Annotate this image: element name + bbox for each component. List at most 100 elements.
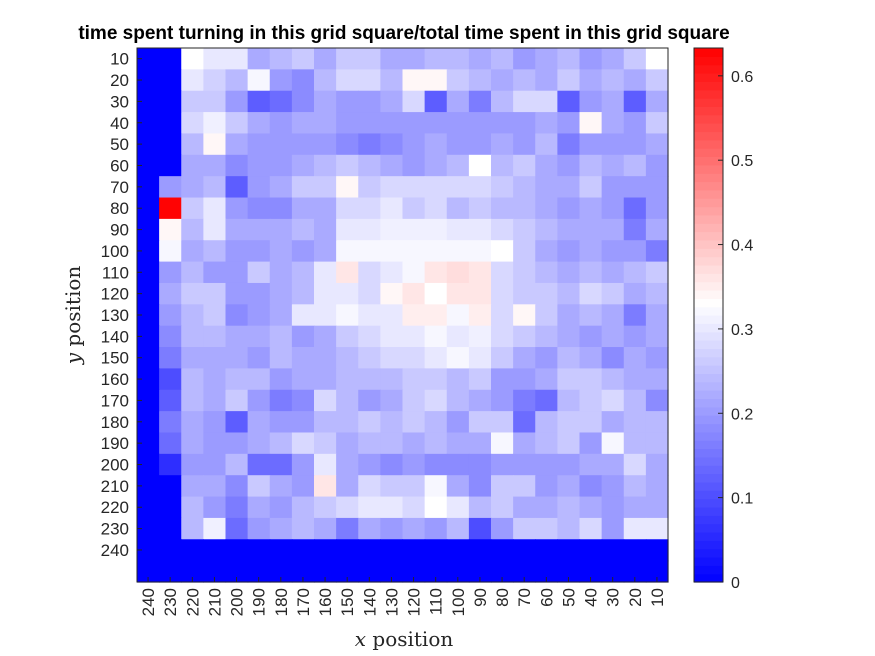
- heatmap-cell: [623, 389, 647, 412]
- heatmap-cell: [291, 475, 315, 498]
- heatmap-cell: [645, 325, 669, 348]
- heatmap-cell: [491, 261, 514, 284]
- heatmap-cell: [336, 325, 359, 348]
- heatmap-cell: [424, 240, 448, 263]
- heatmap-cell: [446, 411, 470, 434]
- y-tick-label: 10: [110, 50, 129, 69]
- heatmap-cell: [601, 539, 625, 562]
- heatmap-cell: [137, 325, 160, 348]
- heatmap-cell: [358, 112, 381, 135]
- heatmap-cell: [137, 133, 160, 156]
- heatmap-cell: [291, 517, 315, 540]
- heatmap-cell: [291, 261, 315, 284]
- heatmap-cell: [446, 176, 470, 199]
- heatmap-cell: [159, 218, 182, 241]
- heatmap-cell: [291, 197, 315, 220]
- heatmap-cell: [314, 69, 337, 92]
- colorbar-swatch: [694, 356, 723, 366]
- heatmap-cell: [557, 176, 581, 199]
- heatmap-cell: [446, 368, 470, 391]
- heatmap-cell: [446, 347, 470, 369]
- heatmap-cell: [358, 197, 381, 220]
- colorbar-swatch: [694, 248, 723, 258]
- heatmap-cell: [535, 432, 558, 455]
- heatmap-cell: [491, 496, 514, 519]
- heatmap-cell: [137, 304, 160, 327]
- heatmap-cell: [491, 282, 514, 305]
- colorbar-swatch: [694, 415, 723, 425]
- colorbar-swatch: [694, 64, 723, 74]
- heatmap-cell: [402, 560, 426, 583]
- heatmap-cell: [269, 368, 293, 391]
- heatmap-cell: [247, 496, 271, 519]
- heatmap-cell: [291, 282, 315, 305]
- x-tick-label: 200: [228, 588, 247, 616]
- heatmap-cell: [291, 112, 315, 135]
- colorbar-swatch: [694, 573, 723, 583]
- heatmap-cell: [159, 539, 182, 562]
- heatmap-cell: [468, 69, 492, 92]
- heatmap-cell: [446, 496, 470, 519]
- heatmap-cell: [181, 112, 204, 135]
- heatmap-cell: [491, 133, 514, 156]
- heatmap-cell: [380, 261, 404, 284]
- heatmap-cell: [137, 282, 160, 305]
- heatmap-cell: [181, 475, 204, 498]
- colorbar-swatch: [694, 448, 723, 458]
- heatmap-cell: [513, 411, 536, 434]
- heatmap-cell: [314, 261, 337, 284]
- heatmap-cell: [513, 432, 536, 455]
- heatmap-cell: [513, 304, 536, 327]
- heatmap-cell: [137, 347, 160, 369]
- heatmap-cell: [291, 325, 315, 348]
- heatmap-cell: [402, 176, 426, 199]
- y-tick-label: 200: [101, 456, 129, 475]
- heatmap-cell: [601, 304, 625, 327]
- heatmap-cell: [314, 112, 337, 135]
- heatmap-cell: [159, 197, 182, 220]
- heatmap-cell: [159, 112, 182, 135]
- heatmap-cell: [557, 240, 581, 263]
- x-tick-label: 60: [537, 588, 556, 607]
- heatmap-cell: [557, 133, 581, 156]
- heatmap-cell: [601, 282, 625, 305]
- heatmap-cell: [579, 432, 603, 455]
- heatmap-cell: [181, 304, 204, 327]
- heatmap-cell: [535, 261, 558, 284]
- heatmap-cell: [314, 560, 337, 583]
- heatmap-cell: [579, 154, 603, 177]
- heatmap-cell: [623, 90, 647, 113]
- heatmap-cell: [645, 197, 669, 220]
- heatmap-cell: [269, 560, 293, 583]
- x-tick-label: 160: [316, 588, 335, 616]
- heatmap-cell: [535, 411, 558, 434]
- heatmap-cell: [645, 218, 669, 241]
- heatmap-cell: [402, 347, 426, 369]
- heatmap-cell: [513, 48, 536, 70]
- colorbar-swatch: [694, 198, 723, 208]
- heatmap-cell: [336, 69, 359, 92]
- heatmap-cell: [247, 176, 271, 199]
- heatmap-cell: [468, 48, 492, 70]
- heatmap-cell: [358, 133, 381, 156]
- heatmap-cell: [181, 154, 204, 177]
- heatmap-cell: [424, 176, 448, 199]
- heatmap-cell: [557, 432, 581, 455]
- heatmap-cell: [159, 475, 182, 498]
- heatmap-cell: [424, 517, 448, 540]
- heatmap-cell: [314, 176, 337, 199]
- y-tick-label: 210: [101, 477, 129, 496]
- heatmap-cell: [513, 539, 536, 562]
- heatmap-cell: [491, 389, 514, 412]
- y-tick-label: 160: [101, 370, 129, 389]
- heatmap-cell: [402, 48, 426, 70]
- heatmap-cell: [623, 48, 647, 70]
- heatmap-cell: [358, 90, 381, 113]
- heatmap-cell: [380, 240, 404, 263]
- heatmap-cell: [535, 475, 558, 498]
- heatmap-cell: [579, 197, 603, 220]
- heatmap-cell: [579, 475, 603, 498]
- heatmap-cell: [513, 90, 536, 113]
- heatmap-cell: [247, 560, 271, 583]
